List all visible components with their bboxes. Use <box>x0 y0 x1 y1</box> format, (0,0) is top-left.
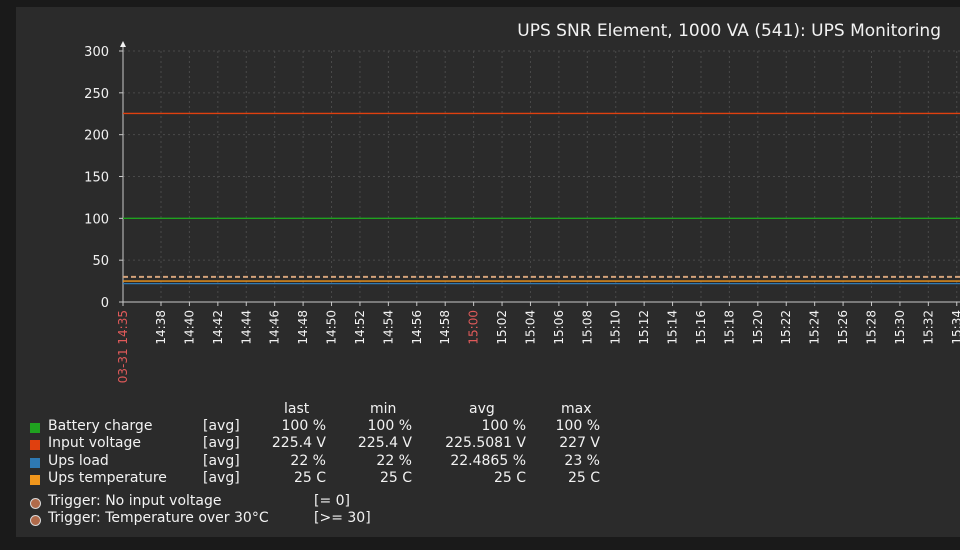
legend-col-last: last <box>284 401 310 417</box>
legend-col-max: max <box>561 401 592 417</box>
y-tick-label: 150 <box>84 171 109 186</box>
x-tick-label: 14:40 <box>182 310 196 345</box>
legend-series-name: Input voltage <box>48 435 142 451</box>
y-tick-label: 0 <box>101 296 109 311</box>
x-tick-label: 15:14 <box>666 310 680 345</box>
legend-last: 100 % <box>281 418 326 434</box>
legend-series-name: Ups load <box>48 453 109 469</box>
x-tick-label: 15:20 <box>751 310 765 345</box>
legend-last: 25 C <box>293 470 326 486</box>
legend-series-func: [avg] <box>203 418 240 434</box>
legend-max: 100 % <box>555 418 600 434</box>
legend-last: 22 % <box>290 453 326 469</box>
trigger-name: Trigger: No input voltage <box>48 493 222 509</box>
x-tick-label: 15:26 <box>836 310 850 345</box>
y-axis-arrow-icon <box>120 41 126 47</box>
legend-series-func: [avg] <box>203 470 240 486</box>
x-tick-label: 15:24 <box>808 310 822 345</box>
x-tick-label: 15:04 <box>523 310 537 345</box>
x-tick-label: 15:30 <box>893 310 907 345</box>
x-tick-label: 15:22 <box>779 310 793 345</box>
legend-min: 25 C <box>379 470 412 486</box>
x-tick-label: 03-31 14:35 <box>116 310 130 383</box>
x-tick-label: 15:12 <box>637 310 651 345</box>
legend-swatch <box>30 423 40 433</box>
y-tick-label: 200 <box>84 129 109 144</box>
legend-series-func: [avg] <box>203 453 240 469</box>
y-tick-label: 100 <box>84 212 109 227</box>
x-tick-label: 14:38 <box>154 310 168 345</box>
x-tick-label: 14:50 <box>325 310 339 345</box>
trigger-condition: [= 0] <box>314 493 351 509</box>
x-tick-label: 15:18 <box>722 310 736 345</box>
y-tick-label: 250 <box>84 87 109 102</box>
trigger-dot-icon <box>30 498 41 509</box>
x-tick-label: 14:46 <box>268 310 282 345</box>
trigger-condition: [>= 30] <box>314 510 371 526</box>
trigger-dot-icon <box>30 515 41 526</box>
x-tick-label: 15:28 <box>865 310 879 345</box>
x-tick-label: 15:32 <box>921 310 935 345</box>
chart-title: UPS SNR Element, 1000 VA (541): UPS Moni… <box>517 21 941 41</box>
x-tick-label: 14:56 <box>410 310 424 345</box>
x-tick-label: 14:48 <box>296 310 310 345</box>
x-tick-label: 14:42 <box>211 310 225 345</box>
legend-avg: 22.4865 % <box>450 453 526 469</box>
legend-min: 225.4 V <box>357 435 412 451</box>
x-tick-label: 15:34 <box>950 310 960 345</box>
x-tick-label: 14:58 <box>438 310 452 345</box>
x-tick-label: 15:00 <box>467 310 481 345</box>
legend-max: 25 C <box>567 470 600 486</box>
x-tick-label: 14:54 <box>381 310 395 345</box>
graph-panel: UPS SNR Element, 1000 VA (541): UPS Moni… <box>16 7 960 537</box>
legend-avg: 225.5081 V <box>445 435 526 451</box>
legend-series-func: [avg] <box>203 435 240 451</box>
x-tick-label: 15:08 <box>580 310 594 345</box>
legend-col-avg: avg <box>469 401 495 417</box>
x-tick-label: 15:06 <box>552 310 566 345</box>
legend-series-name: Ups temperature <box>48 470 167 486</box>
line-chart: UPS SNR Element, 1000 VA (541): UPS Moni… <box>84 21 960 383</box>
legend-min: 22 % <box>376 453 412 469</box>
x-tick-label: 15:16 <box>694 310 708 345</box>
legend-swatch <box>30 475 40 485</box>
legend-swatch <box>30 458 40 468</box>
x-tick-label: 15:10 <box>609 310 623 345</box>
legend-swatch <box>30 440 40 450</box>
legend-min: 100 % <box>367 418 412 434</box>
legend-col-min: min <box>370 401 397 417</box>
x-tick-label: 14:52 <box>353 310 367 345</box>
legend-max: 23 % <box>564 453 600 469</box>
x-tick-label: 14:44 <box>239 310 253 345</box>
trigger-name: Trigger: Temperature over 30°C <box>48 510 269 526</box>
legend-series-name: Battery charge <box>48 418 153 434</box>
x-tick-label: 15:02 <box>495 310 509 345</box>
legend-avg: 100 % <box>481 418 526 434</box>
legend-max: 227 V <box>559 435 600 451</box>
y-tick-label: 300 <box>84 45 109 60</box>
legend-last: 225.4 V <box>271 435 326 451</box>
y-tick-label: 50 <box>92 254 109 269</box>
legend-avg: 25 C <box>493 470 526 486</box>
